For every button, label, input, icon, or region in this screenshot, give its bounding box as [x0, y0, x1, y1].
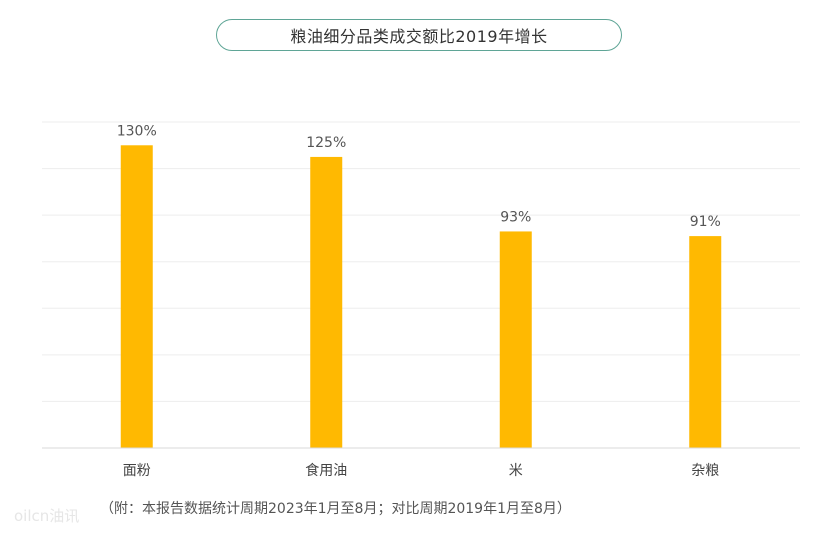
x-tick-label-2: 食用油 — [305, 462, 347, 479]
bar-series — [120, 145, 722, 449]
bar-4 — [689, 236, 722, 448]
x-tick-label-1: 面粉 — [123, 463, 151, 479]
x-axis-tick-labels: 面粉 食用油 米 杂粮 — [123, 462, 720, 479]
x-tick-label-4: 杂粮 — [691, 463, 719, 479]
gridlines — [42, 121, 800, 402]
value-label-4: 91% — [690, 214, 721, 230]
watermark: oilcn油讯 — [14, 507, 80, 525]
chart-title: 粮油细分品类成交额比2019年增长 — [216, 19, 622, 51]
bar-1 — [120, 145, 153, 449]
footnote: （附：本报告数据统计周期2023年1月至8月；对比周期2019年1月至8月） — [100, 501, 571, 517]
bar-2 — [310, 156, 343, 448]
value-label-2: 125% — [306, 135, 346, 151]
value-labels: 130% 125% 93% 91% — [117, 123, 721, 230]
bar-3 — [499, 231, 532, 448]
value-label-3: 93% — [500, 209, 531, 225]
value-label-1: 130% — [117, 123, 157, 139]
x-tick-label-3: 米 — [509, 463, 523, 479]
